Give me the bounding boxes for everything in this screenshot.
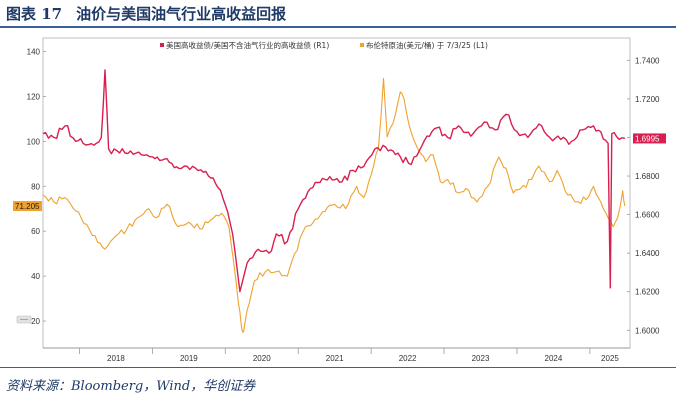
legend: 美国高收益债/美国不含油气行业的高收益债 (R1) 布伦特原油(美元/桶) 于 7…	[160, 40, 488, 50]
figure-number: 图表 17	[6, 5, 63, 23]
x-tick-label: 2025	[601, 354, 619, 363]
x-tick-label: 2020	[253, 354, 271, 363]
x-tick-label: 2022	[399, 354, 417, 363]
series-line-ratio	[42, 69, 626, 293]
plot-frame	[42, 37, 631, 349]
legend-swatch	[360, 43, 364, 47]
left-tick-label: 40	[31, 272, 40, 281]
figure-title-text: 油价与美国油气行业高收益回报	[76, 5, 287, 23]
x-axis: 2018 2019 2020 2021 2022 2023 2024 2025	[43, 347, 630, 363]
left-tick-label: 140	[27, 47, 41, 56]
x-tick-label: 2024	[545, 354, 563, 363]
left-tick-label: 60	[31, 227, 40, 236]
left-tick-label: 80	[31, 182, 40, 191]
right-tick-label: 1.6800	[635, 172, 660, 181]
legend-entry: 布伦特原油(美元/桶) 于 7/3/25 (L1)	[366, 40, 488, 50]
x-tick-label: 2023	[472, 354, 490, 363]
legend-entry: 美国高收益债/美国不含油气行业的高收益债 (R1)	[166, 40, 329, 50]
last-value-tags: 1.6995 71.205	[13, 133, 666, 212]
series-line-brent	[42, 77, 626, 333]
left-tick-label: 100	[27, 137, 41, 146]
right-tick-label: 1.6600	[635, 211, 660, 220]
right-tick-label: 1.6200	[635, 288, 660, 297]
right-tick-label: 1.6400	[635, 249, 660, 258]
source-rule	[0, 367, 676, 368]
left-y-axis: 20 40 60 80 100 120 140	[27, 47, 46, 326]
legend-swatch	[160, 43, 164, 47]
axis-control-icon[interactable]	[16, 315, 32, 324]
last-value-tag-brent	[13, 201, 42, 212]
chart: 2018 2019 2020 2021 2022 2023 2024 2025 20 40 60 8…	[13, 37, 666, 363]
left-tick-label: 120	[27, 92, 41, 101]
right-tick-label: 1.7200	[635, 95, 660, 104]
last-value-tag-ratio	[633, 133, 666, 144]
left-tick-label: 20	[31, 317, 40, 326]
series-lines	[42, 69, 626, 333]
figure-title: 图表 17 油价与美国油气行业高收益回报	[6, 3, 286, 24]
title-rule	[0, 26, 676, 28]
x-tick-label: 2021	[326, 354, 344, 363]
source-note: 资料来源：Bloomberg，Wind，华创证券	[6, 379, 256, 394]
right-tick-label: 1.6000	[635, 326, 660, 335]
last-value-label-brent: 71.205	[15, 202, 40, 211]
right-tick-label: 1.7400	[635, 56, 660, 65]
last-value-label-ratio: 1.6995	[635, 134, 660, 143]
x-tick-label: 2019	[180, 354, 198, 363]
right-y-axis: 1.60001.62001.64001.66001.68001.70001.72…	[627, 56, 660, 335]
x-tick-label: 2018	[107, 354, 125, 363]
